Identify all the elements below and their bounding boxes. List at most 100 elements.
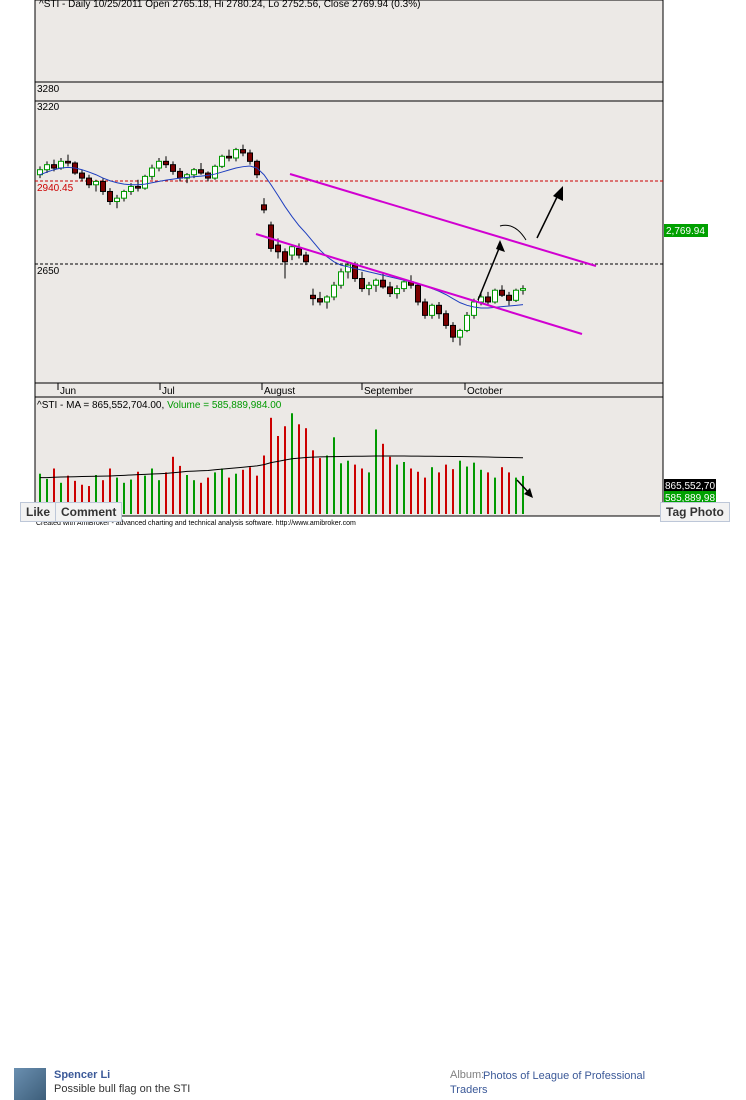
candle-body [226, 155, 232, 159]
volume-bar [452, 469, 454, 514]
volume-bar [438, 472, 440, 514]
candle-body [387, 286, 393, 295]
flag-curve [499, 224, 527, 241]
volume-bar [67, 475, 69, 514]
volume-bar [193, 480, 195, 514]
volume-ma-line [40, 455, 524, 479]
candle-body [65, 160, 71, 164]
candle-body [296, 247, 302, 256]
candle-body [184, 174, 190, 179]
volume-bar [508, 472, 510, 514]
like-button[interactable]: Like [26, 505, 51, 519]
candle-body [268, 224, 274, 249]
x-label-jul: Jul [162, 386, 175, 397]
volume-bar [382, 443, 384, 514]
volume-bar [88, 486, 90, 514]
y-tick-3280: 3280 [37, 84, 60, 95]
candle-body [79, 172, 85, 179]
volume-bar [389, 456, 391, 514]
volume-bar [221, 468, 223, 514]
candle-body [485, 296, 491, 303]
volume-bar [123, 482, 125, 514]
volume-bar [480, 469, 482, 514]
volume-bar [424, 477, 426, 514]
volume-bar [501, 467, 503, 514]
album-link[interactable]: Photos of League of Professional Traders [450, 1070, 646, 1096]
volume-bar [270, 417, 272, 514]
candle-body [331, 284, 337, 298]
volume-bar [144, 475, 146, 514]
volume-bar [410, 468, 412, 514]
volume-bar [179, 465, 181, 514]
candle-body [415, 284, 421, 303]
x-label-jun: Jun [60, 386, 76, 397]
candle-body [352, 264, 358, 280]
candle-body [261, 204, 267, 211]
volume-arrow-head [524, 488, 533, 498]
volume-bar [165, 472, 167, 514]
last-vol-label: 585,889,98 [665, 493, 715, 504]
candle-body [44, 164, 50, 171]
comment-button[interactable]: Comment [55, 503, 121, 521]
candle-body [149, 167, 155, 177]
volume-bar [277, 436, 279, 514]
candle-body [303, 254, 309, 263]
poster-name-link[interactable]: Spencer Li [54, 1069, 111, 1081]
like-comment-bar: Like Comment [20, 502, 123, 522]
volume-title: ^STI - MA = 865,552,704.00, Volume = 585… [37, 400, 282, 411]
candle-body [191, 169, 197, 176]
volume-bar [256, 475, 258, 514]
volume-bar [200, 482, 202, 514]
volume-bar [487, 472, 489, 514]
volume-bar [445, 464, 447, 514]
volume-bar [207, 477, 209, 514]
candle-body [289, 246, 295, 256]
y-tick-2650: 2650 [37, 266, 60, 277]
volume-bar [109, 468, 111, 514]
volume-bar [494, 477, 496, 514]
volume-bar [319, 458, 321, 514]
volume-bar [291, 413, 293, 514]
volume-title-volume: Volume = 585,889,984.00 [167, 400, 282, 411]
tag-photo-button[interactable]: Tag Photo [660, 502, 730, 522]
volume-bar [340, 463, 342, 514]
candle-body [282, 251, 288, 263]
volume-bar [130, 479, 132, 514]
candle-body [394, 288, 400, 295]
candle-body [121, 190, 127, 199]
stock-chart: ^STI - Daily 10/25/2011 Open 2765.18, Hi… [34, 0, 716, 527]
volume-bar [298, 424, 300, 514]
moving-average-line [39, 165, 524, 309]
photo-caption: Possible bull flag on the STI [54, 1083, 191, 1095]
candle-body [107, 190, 113, 203]
volume-bar [53, 468, 55, 514]
volume-bar [46, 478, 48, 514]
amibroker-credit: Created with AmiBroker - advanced charti… [36, 520, 356, 527]
last-vol-box [664, 491, 716, 503]
volume-bar [102, 480, 104, 514]
candle-body [198, 169, 204, 174]
chart-photo: ^STI - Daily 10/25/2011 Open 2765.18, Hi… [0, 0, 746, 528]
candle-body [499, 289, 505, 296]
volume-bar [74, 480, 76, 514]
avatar[interactable] [14, 1068, 46, 1100]
volume-bar [214, 472, 216, 514]
volume-bar [39, 473, 41, 514]
last-price-label: 2,769.94 [666, 226, 705, 237]
volume-title-ma: ^STI - MA = 865,552,704.00, [37, 400, 167, 411]
channel-lower-line [255, 233, 583, 335]
candle-body [345, 264, 351, 273]
candle-body [128, 185, 134, 192]
volume-bar [466, 466, 468, 514]
candle-body [163, 160, 169, 166]
x-label-october: October [467, 386, 503, 397]
volume-bar [368, 472, 370, 514]
candle-body [457, 329, 463, 338]
volume-bar [361, 468, 363, 514]
candle-body [492, 289, 498, 303]
candle-body [380, 279, 386, 288]
volume-bar [473, 462, 475, 514]
arrow-up-right-head [553, 186, 563, 201]
last-ma-label: 865,552,70 [665, 481, 715, 492]
volume-bar [137, 471, 139, 514]
